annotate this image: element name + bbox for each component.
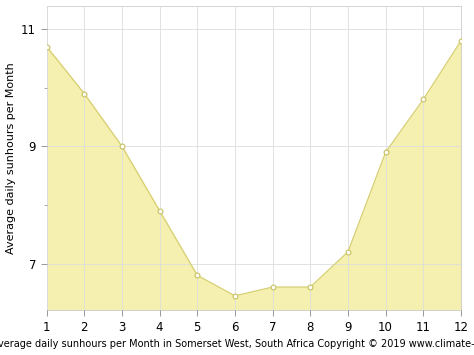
- Point: [156, 208, 164, 214]
- Point: [43, 44, 50, 49]
- Point: [81, 91, 88, 96]
- Point: [382, 149, 389, 155]
- Point: [269, 284, 276, 290]
- Point: [419, 97, 427, 102]
- Point: [193, 272, 201, 278]
- Point: [344, 249, 352, 255]
- Point: [118, 143, 126, 149]
- Point: [231, 293, 239, 299]
- Y-axis label: Average daily sunhours per Month: Average daily sunhours per Month: [6, 62, 16, 254]
- Point: [307, 284, 314, 290]
- Point: [457, 38, 465, 44]
- X-axis label: Average daily sunhours per Month in Somerset West, South Africa Copyright © 2019: Average daily sunhours per Month in Some…: [0, 339, 474, 349]
